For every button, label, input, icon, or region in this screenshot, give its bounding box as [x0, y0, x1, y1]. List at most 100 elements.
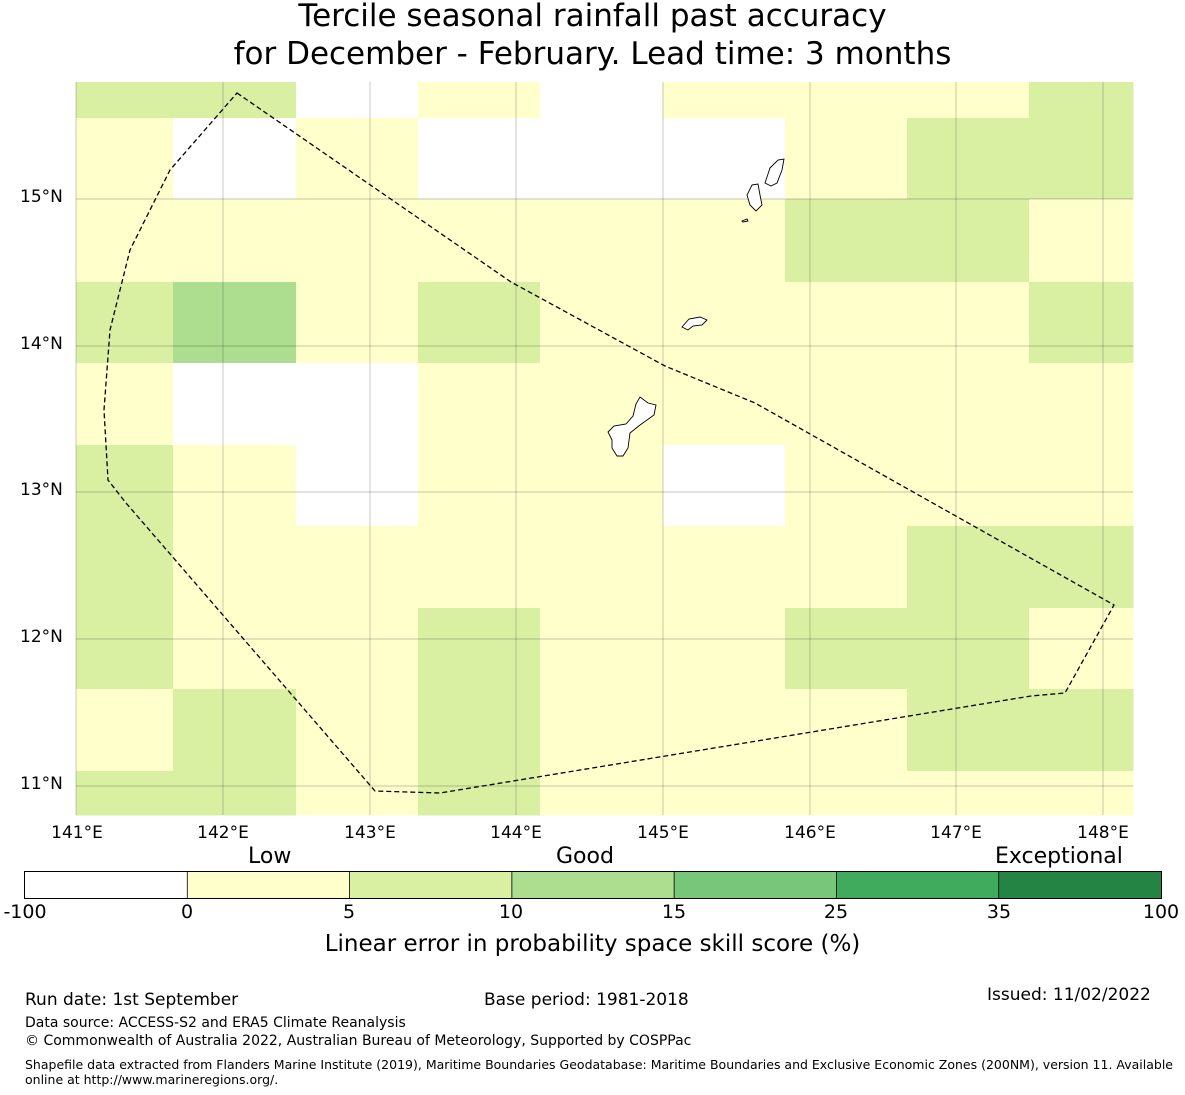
skill-cell — [296, 282, 419, 364]
skill-cell — [418, 445, 541, 527]
skill-cell — [76, 118, 174, 200]
colorbar-segment — [25, 872, 188, 898]
guam-island — [607, 396, 657, 457]
lon-label-148e: 148°E — [1077, 823, 1129, 843]
skill-cell — [1029, 363, 1134, 446]
skill-cell — [907, 199, 1030, 283]
colorbar-tick: 35 — [986, 901, 1012, 923]
colorbar-segment — [187, 872, 351, 898]
colorbar-segment — [836, 872, 1000, 898]
skill-cell — [1029, 118, 1134, 200]
lat-label-11n: 11°N — [20, 774, 63, 794]
lon-label-145e: 145°E — [637, 823, 689, 843]
skill-cell — [173, 608, 297, 690]
skill-cell — [907, 282, 1030, 364]
skill-cell — [785, 82, 908, 119]
colorbar-tick: 10 — [498, 901, 524, 923]
colorbar-axis-label: Linear error in probability space skill … — [324, 931, 861, 957]
colorbar-tick: 25 — [823, 901, 849, 923]
skill-cell — [540, 771, 664, 816]
run-date: Run date: 1st September — [25, 990, 239, 1010]
lon-label-144e: 144°E — [490, 823, 542, 843]
skill-cell — [76, 445, 174, 527]
skill-cell — [173, 526, 297, 609]
data-source: Data source: ACCESS-S2 and ERA5 Climate … — [25, 1015, 406, 1031]
skill-cell — [663, 526, 786, 609]
skill-cell — [76, 689, 174, 772]
colorbar — [25, 872, 1162, 898]
skill-score-grid — [76, 82, 1134, 816]
skill-cell — [785, 608, 908, 690]
skill-cell — [173, 771, 297, 816]
tinian-island — [746, 183, 763, 212]
skill-cell — [907, 608, 1030, 690]
lon-label-146e: 146°E — [784, 823, 836, 843]
colorbar-tick: -100 — [3, 901, 47, 923]
skill-cell — [1029, 199, 1134, 283]
skill-cell — [663, 445, 786, 527]
skill-cell — [1029, 82, 1134, 119]
skill-cell — [296, 199, 419, 283]
skill-cell — [76, 771, 174, 816]
skill-cell — [418, 608, 541, 690]
lat-label-15n: 15°N — [20, 187, 63, 207]
title-line-2: for December - February. Lead time: 3 mo… — [233, 36, 952, 72]
colorbar-segment — [674, 872, 837, 898]
skill-cell — [296, 445, 419, 527]
skill-cell — [76, 282, 174, 364]
title-line-1: Tercile seasonal rainfall past accuracy — [298, 0, 887, 34]
colorbar-tick: 15 — [661, 901, 687, 923]
lon-label-142e: 142°E — [197, 823, 249, 843]
skill-cell — [663, 689, 786, 772]
saipan-island — [764, 158, 785, 187]
colorbar-label-exceptional: Exceptional — [995, 844, 1123, 869]
skill-cell — [76, 363, 174, 446]
skill-cell — [785, 689, 908, 772]
skill-cell — [663, 771, 786, 816]
skill-cell — [785, 526, 908, 609]
skill-cell — [76, 82, 174, 119]
skill-cell — [76, 199, 174, 283]
skill-cell — [173, 282, 297, 364]
lat-label-12n: 12°N — [20, 627, 63, 647]
colorbar-tick: 5 — [342, 901, 356, 923]
skill-cell — [296, 771, 419, 816]
issued-date: Issued: 11/02/2022 — [987, 985, 1151, 1005]
skill-cell — [1029, 689, 1134, 772]
skill-cell — [663, 82, 786, 119]
skill-cell — [296, 608, 419, 690]
colorbar-tick: 100 — [1142, 901, 1180, 923]
map-gridlines — [76, 82, 1133, 815]
colorbar-segment — [349, 872, 513, 898]
skill-cell — [785, 445, 908, 527]
lat-label-14n: 14°N — [20, 334, 63, 354]
copyright: © Commonwealth of Australia 2022, Austra… — [25, 1033, 692, 1049]
base-period: Base period: 1981-2018 — [484, 990, 689, 1010]
colorbar-tick: 0 — [180, 901, 194, 923]
skill-cell — [296, 82, 419, 119]
lon-label-147e: 147°E — [930, 823, 982, 843]
skill-cell — [663, 608, 786, 690]
skill-cell — [173, 118, 297, 200]
skill-cell — [296, 526, 419, 609]
skill-cell — [173, 82, 297, 119]
skill-cell — [418, 282, 541, 364]
shapefile-credit: Shapefile data extracted from Flanders M… — [25, 1057, 1173, 1087]
rota-island — [681, 316, 708, 331]
skill-cell — [418, 82, 541, 119]
eez-boundary — [103, 92, 1115, 794]
skill-cell — [540, 526, 664, 609]
skill-cell — [540, 608, 664, 690]
skill-cell — [540, 199, 664, 283]
skill-cell — [1029, 445, 1134, 527]
skill-cell — [785, 199, 908, 283]
skill-cell — [418, 526, 541, 609]
skill-cell — [76, 608, 174, 690]
skill-cell — [540, 445, 664, 527]
skill-cell — [1029, 282, 1134, 364]
skill-cell — [663, 363, 786, 446]
skill-cell — [1029, 526, 1134, 609]
skill-cell — [173, 199, 297, 283]
lon-label-141e: 141°E — [51, 823, 103, 843]
